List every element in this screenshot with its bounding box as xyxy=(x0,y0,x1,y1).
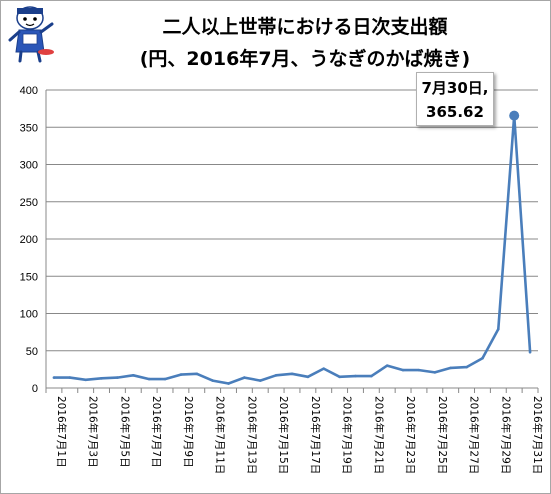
data-point xyxy=(338,375,341,379)
data-point xyxy=(465,365,468,369)
data-point xyxy=(449,366,453,370)
data-point xyxy=(163,377,167,381)
series-line xyxy=(52,110,532,385)
data-point xyxy=(306,375,310,379)
data-point xyxy=(370,374,373,378)
y-tick-label: 400 xyxy=(20,85,38,97)
series-line-path xyxy=(53,114,532,385)
y-tick-label: 250 xyxy=(20,197,38,209)
x-tick-label: 2016年7月1日 xyxy=(55,396,68,468)
x-tick-label: 2016年7月7日 xyxy=(150,396,163,468)
x-tick-label: 2016年7月31日 xyxy=(531,396,544,474)
x-tick-label: 2016年7月23日 xyxy=(404,396,417,474)
x-tick-label: 2016年7月17日 xyxy=(309,396,322,474)
gridlines xyxy=(46,89,538,352)
x-tick-label: 2016年7月15日 xyxy=(277,396,290,474)
y-tick-label: 350 xyxy=(20,122,38,134)
data-point xyxy=(131,374,135,377)
mascot-logo xyxy=(8,6,54,63)
y-tick-label: 300 xyxy=(20,160,38,172)
data-point xyxy=(274,374,278,377)
y-tick-label: 50 xyxy=(26,346,38,358)
x-tick-label: 2016年7月21日 xyxy=(372,396,385,474)
data-point xyxy=(497,327,500,331)
x-tick-label: 2016年7月27日 xyxy=(468,396,481,474)
x-tick-label: 2016年7月19日 xyxy=(341,396,354,474)
data-point xyxy=(179,373,183,376)
x-tick-label: 2016年7月9日 xyxy=(182,396,195,468)
x-tick-label: 2016年7月3日 xyxy=(87,396,100,468)
data-point xyxy=(417,368,421,372)
x-tick-label: 2016年7月13日 xyxy=(245,396,258,474)
data-point xyxy=(52,376,56,379)
x-tick-label: 2016年7月25日 xyxy=(436,396,449,474)
chart-title: 二人以上世帯における日次支出額 xyxy=(162,16,448,38)
data-point xyxy=(243,376,246,379)
x-tick-label: 2016年7月11日 xyxy=(214,396,227,474)
y-tick-label: 150 xyxy=(20,271,38,283)
data-point xyxy=(195,372,199,376)
y-tick-label: 0 xyxy=(32,383,38,395)
x-axis-ticks: 2016年7月1日 2016年7月3日 2016年7月5日 2016年7月7日 2016… xyxy=(55,396,544,474)
data-point xyxy=(258,379,262,382)
data-point xyxy=(147,377,151,381)
callout-date: 7月30日, xyxy=(421,79,489,97)
data-point xyxy=(481,356,484,360)
data-callout: 7月30日, 365.62 xyxy=(416,72,494,126)
data-point xyxy=(211,379,214,382)
chart-subtitle: (円、2016年7月、うなぎのかば焼き) xyxy=(139,48,471,70)
data-point xyxy=(433,371,437,374)
data-point xyxy=(68,376,72,379)
data-point xyxy=(528,350,532,354)
data-point xyxy=(116,376,119,379)
x-tick-label: 2016年7月29日 xyxy=(499,396,512,474)
y-tick-label: 200 xyxy=(20,234,38,246)
y-axis-ticks: 0 50 100 150 200 250 300 350 400 xyxy=(20,85,38,395)
data-point xyxy=(401,368,405,372)
data-point xyxy=(322,367,326,370)
x-tick-label: 2016年7月5日 xyxy=(118,396,131,468)
axes xyxy=(45,90,539,393)
data-point xyxy=(290,372,294,376)
data-point xyxy=(354,374,357,378)
highlighted-data-point xyxy=(509,110,520,121)
data-point xyxy=(84,378,87,382)
data-point xyxy=(227,382,230,385)
data-point xyxy=(100,377,103,380)
data-point xyxy=(385,364,389,367)
callout-value: 365.62 xyxy=(426,103,484,121)
y-tick-label: 100 xyxy=(20,309,38,321)
